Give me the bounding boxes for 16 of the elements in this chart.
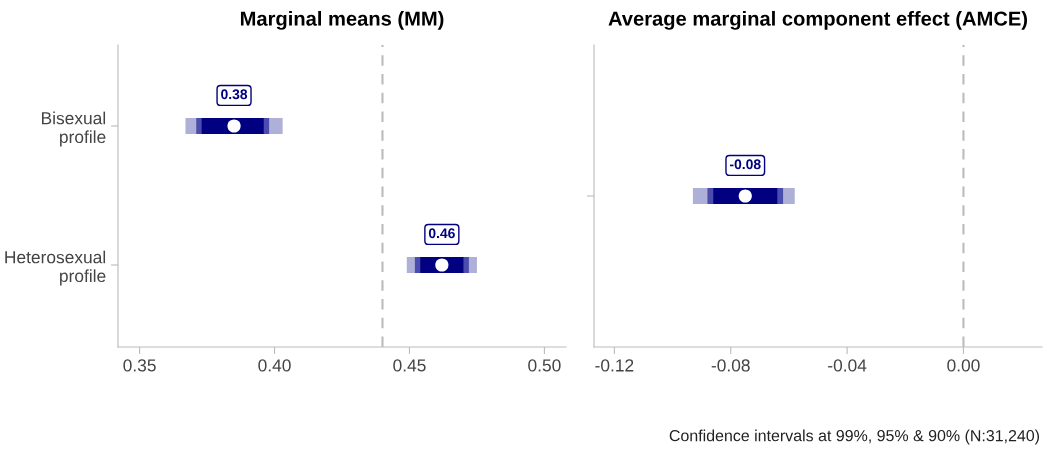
x-tick-label: 0.50 [528,359,561,372]
x-tick-label: 0.35 [123,359,156,372]
x-tick-label: 0.40 [258,359,291,372]
x-tick-label: 0.00 [947,359,980,372]
data-label: 0.38 [221,89,248,100]
data-label: 0.46 [428,228,455,239]
x-tick-label: 0.45 [393,359,426,372]
chart-title: Average marginal component effect (AMCE) [608,10,1028,30]
chart-title: Marginal means (MM) [240,10,444,30]
y-tick-label: Bisexual profile [42,111,106,147]
x-tick-label: -0.08 [711,359,750,372]
y-tick-label: Heterosexual profile [5,250,106,286]
x-tick-label: -0.12 [595,359,634,372]
data-label: -0.08 [729,159,761,170]
text: Confidence intervals at 99%, 95% & 90% (N:31,240) [669,429,1040,445]
x-tick-label: -0.04 [828,359,867,372]
